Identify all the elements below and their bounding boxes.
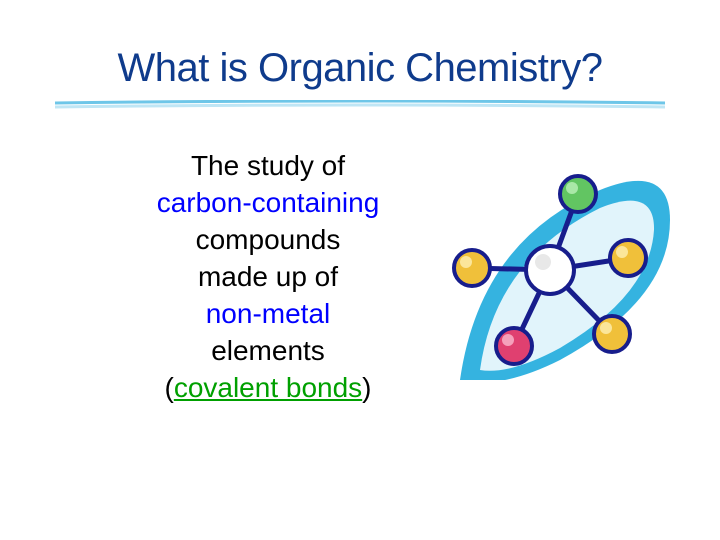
molecule-icon — [440, 150, 670, 380]
body-line6: elements — [211, 335, 325, 366]
body-line7b: covalent bonds — [174, 372, 362, 403]
page-title: What is Organic Chemistry? — [60, 46, 660, 91]
central-atom — [526, 246, 574, 294]
body-line3: compounds — [196, 224, 341, 255]
body-line5: non-metal — [206, 298, 331, 329]
body-line4: made up of — [198, 261, 338, 292]
title-underline — [55, 100, 665, 110]
body-line7a: ( — [164, 372, 173, 403]
body-line7c: ) — [362, 372, 371, 403]
body-text: The study of carbon-containing compounds… — [118, 148, 418, 407]
body-line1: The study of — [191, 150, 345, 181]
central-atom-highlight — [535, 254, 551, 270]
body-line2: carbon-containing — [157, 187, 380, 218]
slide: What is Organic Chemistry? The study of … — [0, 0, 720, 540]
